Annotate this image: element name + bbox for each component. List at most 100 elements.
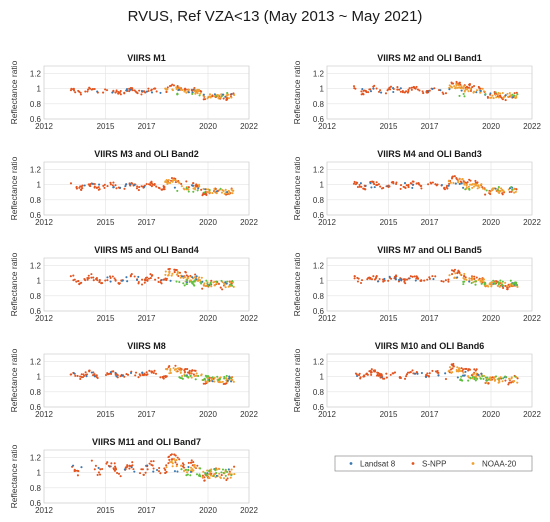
- snpp-point: [428, 89, 431, 92]
- snpp-point: [123, 375, 126, 378]
- snpp-point: [102, 91, 105, 94]
- snpp-point: [163, 188, 166, 191]
- other-point: [514, 375, 517, 378]
- x-tick-label: 2020: [482, 410, 500, 419]
- other-point: [215, 471, 218, 474]
- landsat8-point: [403, 182, 407, 185]
- noaa20-point: [222, 477, 226, 480]
- snpp-point: [195, 183, 198, 186]
- snpp-point: [354, 87, 357, 90]
- landsat8-point: [383, 277, 386, 281]
- snpp-point: [369, 277, 372, 280]
- other-point: [192, 280, 196, 283]
- snpp-point: [413, 87, 416, 90]
- landsat8-point: [185, 281, 189, 284]
- noaa20-point: [453, 276, 456, 280]
- landsat8-point: [189, 470, 193, 473]
- snpp-point: [150, 463, 153, 466]
- noaa20-point: [230, 188, 233, 191]
- snpp-point: [136, 185, 139, 188]
- noaa20-point: [165, 466, 168, 469]
- noaa20-point: [230, 96, 233, 99]
- noaa20-point: [201, 476, 205, 479]
- landsat8-point: [392, 90, 395, 94]
- axes-frame: [326, 353, 533, 408]
- noaa20-point: [171, 465, 174, 468]
- noaa20-point: [221, 380, 224, 383]
- noaa20-point: [193, 374, 196, 378]
- panel-title: VIIRS M2 and OLI Band1: [377, 53, 482, 63]
- landsat8-point: [130, 466, 133, 469]
- snpp-point: [473, 275, 476, 278]
- landsat8-point: [408, 277, 411, 280]
- other-point: [219, 187, 222, 190]
- snpp-point: [80, 373, 83, 376]
- other-point: [226, 91, 229, 95]
- snpp-point: [415, 182, 418, 185]
- noaa20-point: [447, 179, 451, 182]
- noaa20-point: [475, 372, 478, 375]
- snpp-point: [84, 90, 87, 93]
- snpp-point: [165, 375, 168, 378]
- landsat8-point: [475, 91, 478, 94]
- snpp-point: [370, 278, 374, 281]
- landsat8-point: [85, 375, 88, 378]
- other-point: [487, 378, 490, 381]
- snpp-point: [164, 471, 167, 474]
- snpp-point: [220, 474, 223, 477]
- y-tick-label: 0.8: [30, 292, 42, 301]
- y-tick-label: 0.6: [313, 115, 325, 124]
- snpp-point: [130, 87, 133, 90]
- snpp-point: [406, 371, 410, 374]
- snpp-point: [157, 470, 161, 473]
- snpp-point: [352, 182, 356, 185]
- snpp-point: [370, 373, 373, 376]
- landsat8-point: [511, 96, 515, 99]
- snpp-point: [403, 91, 406, 94]
- snpp-point: [360, 90, 363, 93]
- snpp-point: [460, 367, 463, 370]
- landsat8-point: [494, 187, 497, 190]
- snpp-point: [388, 86, 391, 89]
- noaa20-point: [488, 282, 492, 285]
- noaa20-point: [176, 270, 179, 273]
- noaa20-point: [176, 272, 179, 275]
- other-point: [513, 282, 516, 285]
- noaa20-point: [224, 188, 227, 191]
- other-point: [220, 279, 223, 282]
- y-tick-label: 1: [37, 469, 42, 478]
- noaa20-point: [462, 371, 465, 374]
- noaa20-point: [497, 381, 500, 384]
- snpp-point: [118, 282, 121, 285]
- snpp-point: [507, 383, 510, 386]
- noaa20-point: [215, 282, 218, 285]
- noaa20-point: [181, 89, 184, 92]
- other-point: [208, 470, 211, 473]
- other-point: [206, 282, 209, 285]
- landsat8-point: [460, 89, 463, 92]
- landsat8-point: [370, 186, 373, 189]
- snpp-point: [163, 467, 166, 470]
- landsat8-point: [369, 182, 372, 185]
- x-tick-label: 2020: [199, 122, 217, 131]
- snpp-point: [451, 175, 455, 178]
- snpp-point: [81, 184, 84, 187]
- other-point: [220, 95, 223, 98]
- noaa20-point: [471, 183, 474, 186]
- snpp-point: [403, 280, 406, 283]
- snpp-point: [126, 373, 130, 376]
- snpp-point: [373, 278, 376, 281]
- snpp-point: [465, 367, 468, 371]
- noaa20-point: [195, 372, 198, 375]
- noaa20-point: [212, 281, 215, 284]
- noaa20-point: [216, 93, 219, 97]
- noaa20-point: [471, 186, 474, 189]
- y-tick-label: 1.2: [30, 358, 42, 367]
- other-point: [497, 186, 500, 189]
- snpp-point: [150, 180, 153, 183]
- other-point: [189, 474, 192, 477]
- noaa20-point: [465, 183, 468, 186]
- landsat8-point: [195, 275, 198, 278]
- noaa20-point: [472, 281, 475, 284]
